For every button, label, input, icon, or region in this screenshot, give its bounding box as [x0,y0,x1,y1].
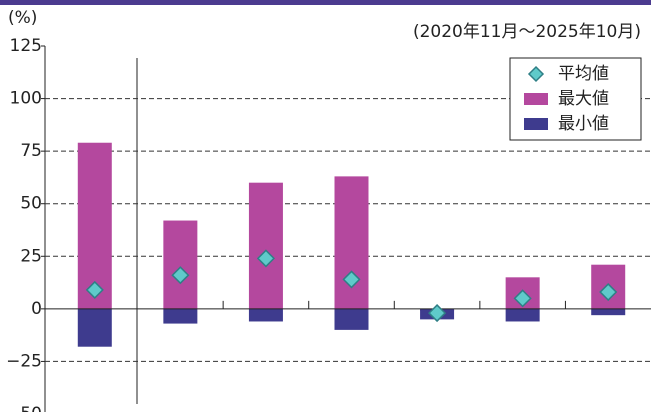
y-tick-label: 125 [10,36,42,56]
bar [248,182,283,309]
y-tick-label: 100 [10,89,42,109]
average-marker [513,289,532,308]
legend-label: 最小値 [558,114,609,134]
subtitle: (2020年11月～2025年10月) [413,22,641,42]
legend-swatch [524,93,548,105]
legend-label: 最大値 [558,89,609,109]
legend-label: 平均値 [558,64,609,84]
bar [163,308,198,324]
bar [334,176,369,309]
average-marker [342,270,361,289]
y-tick-label: −25 [6,351,42,371]
y-tick-label: −50 [6,404,42,412]
y-tick-label: 25 [20,246,42,266]
unit-label: (%) [8,8,37,28]
average-marker [256,249,275,268]
header-strip [0,0,651,5]
bar [505,308,540,322]
legend-swatch [527,65,545,83]
average-marker [428,304,447,323]
bar [591,308,626,316]
bar [248,308,283,322]
legend-swatch [524,118,548,130]
y-tick-label: 50 [20,194,42,214]
bar [77,308,112,347]
bar [163,220,198,309]
y-tick-label: 75 [20,141,42,161]
average-marker [85,280,104,299]
average-marker [599,282,618,302]
bar [334,308,369,330]
y-tick-label: 0 [31,299,42,319]
average-marker [171,266,190,285]
